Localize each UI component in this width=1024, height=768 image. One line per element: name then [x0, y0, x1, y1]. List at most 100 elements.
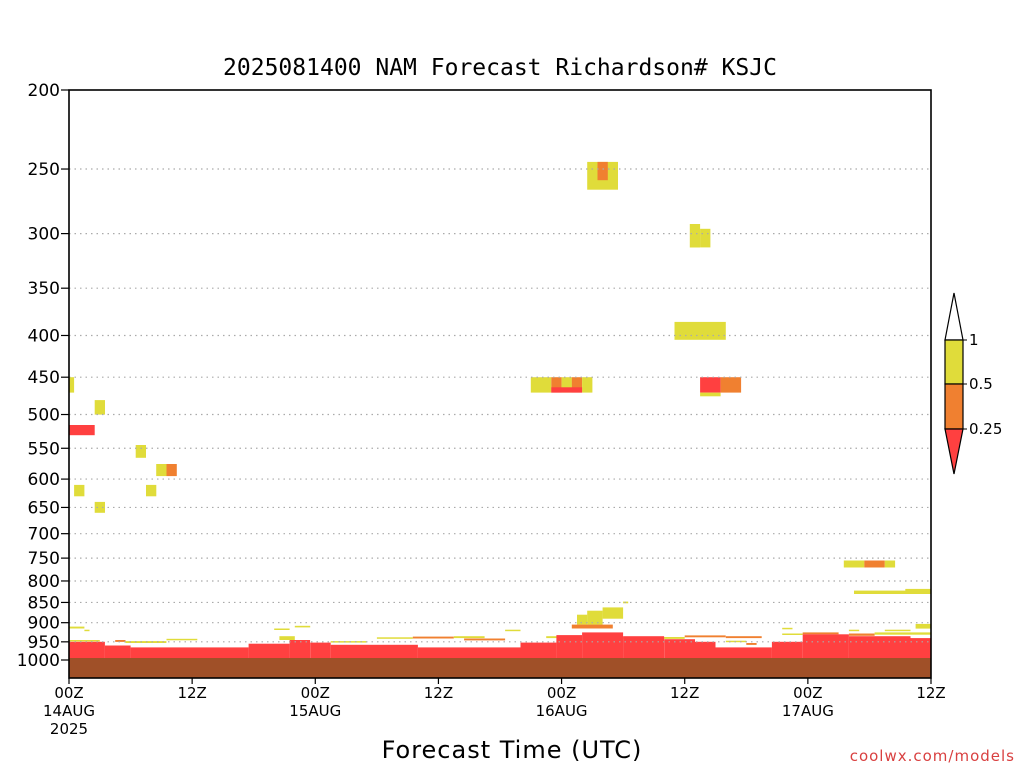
ri-cell-orange	[802, 632, 839, 635]
ri-cell-red	[330, 644, 418, 660]
ri-cell-yellow	[69, 626, 85, 629]
ri-cell-yellow	[587, 610, 603, 625]
ri-cell-yellow	[915, 623, 931, 629]
ri-cell-yellow	[530, 377, 552, 393]
ri-cell-yellow	[782, 633, 803, 635]
ri-cell-yellow	[94, 501, 105, 513]
y-tick-label: 300	[28, 225, 60, 245]
ri-cell-yellow	[843, 560, 865, 568]
x-tick-label: 00Z	[793, 684, 822, 702]
ri-cell-red	[417, 647, 480, 660]
ri-cell-red	[104, 645, 131, 660]
ri-cell-yellow	[279, 636, 295, 640]
ri-cell-yellow	[561, 377, 572, 393]
ri-cell-yellow	[135, 445, 146, 458]
y-tick-label: 500	[28, 406, 60, 426]
plot-frame	[68, 89, 932, 679]
ri-cell-red	[623, 636, 665, 660]
colorbar-yellow-box	[944, 339, 964, 385]
ri-cell-orange	[571, 624, 613, 629]
ri-cell-yellow	[546, 636, 562, 639]
ri-cell-yellow	[505, 629, 521, 632]
x-tick-label: 12Z	[916, 684, 945, 702]
ri-cell-yellow	[577, 614, 588, 625]
ri-cell-yellow	[884, 629, 911, 632]
y-tick-label: 650	[28, 498, 60, 518]
x-tick-label: 17AUG	[782, 702, 834, 720]
ri-cell-red	[551, 387, 583, 393]
colorbar-label: 0.25	[969, 420, 1002, 438]
y-tick-label: 750	[28, 549, 60, 569]
ri-cell-red	[695, 641, 716, 660]
ri-cell-yellow	[700, 228, 711, 248]
colorbar-label: 1	[969, 331, 979, 349]
ri-cell-red	[69, 425, 95, 436]
y-tick-label: 250	[28, 160, 60, 180]
ri-cell-yellow	[146, 484, 157, 497]
ri-cell-red	[69, 641, 105, 660]
ri-cell-yellow	[674, 321, 726, 340]
ri-cell-yellow	[854, 590, 931, 594]
chart-title: 2025081400 NAM Forecast Richardson# KSJC	[223, 55, 777, 81]
grid-lines	[69, 168, 931, 661]
ri-cell-red	[771, 641, 803, 660]
ri-cell-yellow	[689, 224, 701, 248]
y-axis: 200 250 300 350 400 450 500 550 600 650 700 750 8008…	[17, 81, 69, 671]
x-tick-label: 16AUG	[536, 702, 588, 720]
y-tick-label: 800	[28, 572, 60, 592]
ri-cell-orange	[464, 638, 506, 641]
x-tick-label: 15AUG	[289, 702, 341, 720]
y-tick-label: 450	[28, 368, 60, 388]
ri-cell-yellow	[166, 638, 198, 641]
x-tick-label: 2025	[50, 720, 88, 738]
x-tick-label: 12Z	[424, 684, 453, 702]
x-tick-label: 00Z	[54, 684, 83, 702]
ri-cell-orange	[848, 633, 875, 636]
ri-cell-red	[520, 642, 557, 660]
ri-cell-yellow	[782, 627, 793, 630]
y-tick-label: 700	[28, 525, 60, 545]
cells-layer	[69, 161, 931, 660]
ri-cell-yellow	[376, 637, 413, 639]
ri-cell-yellow	[74, 484, 85, 497]
ri-cell-red	[310, 642, 331, 660]
ri-cell-red	[582, 632, 624, 660]
y-tick-label: 550	[28, 439, 60, 459]
ri-cell-orange	[412, 636, 454, 639]
ri-cell-yellow	[274, 628, 290, 630]
ri-cell-red	[700, 377, 721, 393]
y-tick-label: 950	[28, 633, 60, 653]
ri-cell-yellow	[156, 464, 167, 477]
x-tick-label: 12Z	[670, 684, 699, 702]
ri-cell-red	[479, 647, 521, 660]
ri-cell-orange	[551, 377, 562, 393]
y-tick-label: 600	[28, 470, 60, 490]
ri-cell-yellow	[725, 640, 747, 643]
ri-cell-yellow	[294, 625, 311, 628]
ri-cell-yellow	[69, 377, 75, 393]
colorbar-bottom-arrow	[944, 428, 964, 475]
y-tick-label: 350	[28, 279, 60, 299]
ri-cell-yellow	[125, 641, 167, 643]
ri-cell-red	[222, 647, 249, 660]
ri-cell-yellow	[84, 629, 90, 632]
ri-cell-red	[664, 639, 695, 660]
y-tick-label: 850	[28, 593, 60, 613]
ri-cell-red	[910, 638, 931, 660]
ri-cell-yellow	[905, 588, 931, 593]
ri-cell-red	[715, 647, 772, 660]
ri-cell-orange	[746, 643, 757, 645]
y-tick-label: 900	[28, 614, 60, 634]
ri-cell-orange	[725, 636, 762, 639]
ri-cell-yellow	[453, 636, 485, 639]
y-tick-label: 200	[28, 81, 60, 101]
ground-fill	[69, 658, 931, 678]
x-axis-title: Forecast Time (UTC)	[382, 736, 643, 764]
ri-cell-orange	[720, 377, 742, 393]
ri-cell-orange	[684, 635, 726, 638]
ri-cell-orange	[597, 161, 608, 181]
x-tick-label: 12Z	[177, 684, 206, 702]
colorbar-orange-box	[944, 383, 964, 430]
